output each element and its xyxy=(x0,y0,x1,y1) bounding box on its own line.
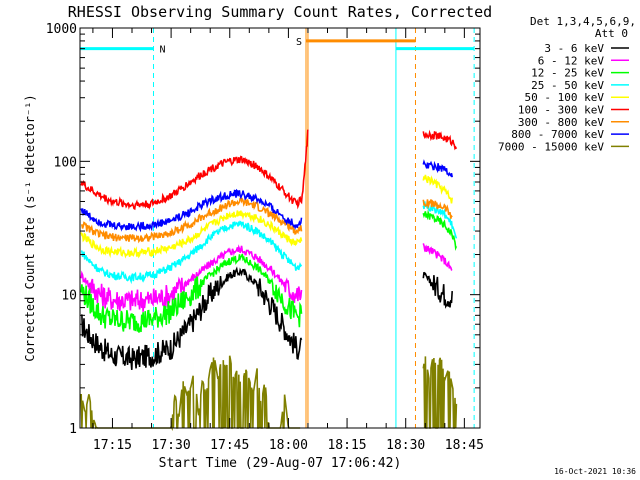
series-line xyxy=(80,253,303,333)
legend-entry-label: 50 - 100 keV xyxy=(525,91,605,104)
series-line xyxy=(422,271,453,309)
series-line xyxy=(422,129,458,151)
y-tick-label: 1 xyxy=(69,422,77,437)
series-line xyxy=(80,220,303,285)
x-tick-label: 17:30 xyxy=(152,438,191,453)
series-line xyxy=(80,188,303,233)
legend-entry-label: 6 - 12 keV xyxy=(538,54,605,67)
legend-entry-label: 3 - 6 keV xyxy=(544,42,604,55)
legend-entry-label: 25 - 50 keV xyxy=(531,79,604,92)
legend-header: Det 1,3,4,5,6,9, xyxy=(530,15,636,28)
x-tick-label: 18:15 xyxy=(327,438,366,453)
x-tick-label: 17:45 xyxy=(210,438,249,453)
y-tick-label: 1000 xyxy=(46,22,77,37)
x-tick-label: 17:15 xyxy=(93,438,132,453)
legend-entry-label: 100 - 300 keV xyxy=(518,104,604,117)
annotation-label: S xyxy=(296,37,302,48)
series-line xyxy=(422,356,458,429)
legend-header: Att 0 xyxy=(595,27,628,40)
series-line xyxy=(80,355,301,432)
legend-entry-label: 300 - 800 keV xyxy=(518,116,604,129)
series-line xyxy=(80,210,303,259)
series-line xyxy=(422,209,458,252)
legend-entry-label: 12 - 25 keV xyxy=(531,67,604,80)
y-tick-label: 10 xyxy=(61,289,77,304)
x-tick-label: 18:00 xyxy=(269,438,308,453)
series-line xyxy=(80,195,303,244)
series-line xyxy=(422,201,458,239)
x-tick-label: 18:30 xyxy=(386,438,425,453)
timestamp: 16-Oct-2021 10:36 xyxy=(554,467,636,476)
annotation-label: N xyxy=(160,45,166,56)
series-line xyxy=(422,199,453,219)
series-line xyxy=(80,244,303,312)
x-tick-label: 18:45 xyxy=(445,438,484,453)
series-line xyxy=(422,243,453,271)
x-axis-label: Start Time (29-Aug-07 17:06:42) xyxy=(159,456,402,471)
y-tick-label: 100 xyxy=(54,155,77,170)
plot-frame xyxy=(79,27,481,429)
series-line xyxy=(422,159,453,178)
series-line xyxy=(80,266,303,370)
y-axis-label: Corrected Count Rate (s⁻¹ detector⁻¹) xyxy=(23,94,37,361)
series-line xyxy=(80,129,309,211)
legend-entry-label: 7000 - 15000 keV xyxy=(498,140,604,153)
chart-title: RHESSI Observing Summary Count Rates, Co… xyxy=(68,3,492,21)
legend-entry-label: 800 - 7000 keV xyxy=(511,128,604,141)
series-line xyxy=(422,174,453,204)
